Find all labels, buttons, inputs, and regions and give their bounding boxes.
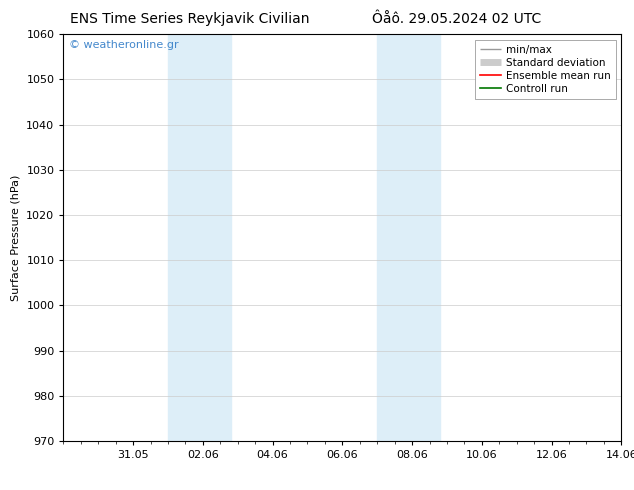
Bar bbox=[168, 34, 231, 441]
Y-axis label: Surface Pressure (hPa): Surface Pressure (hPa) bbox=[11, 174, 21, 301]
Text: ENS Time Series Reykjavik Civilian: ENS Time Series Reykjavik Civilian bbox=[70, 12, 310, 26]
Text: Ôåô. 29.05.2024 02 UTC: Ôåô. 29.05.2024 02 UTC bbox=[372, 12, 541, 26]
Legend: min/max, Standard deviation, Ensemble mean run, Controll run: min/max, Standard deviation, Ensemble me… bbox=[475, 40, 616, 99]
Bar bbox=[377, 34, 440, 441]
Text: © weatheronline.gr: © weatheronline.gr bbox=[69, 40, 179, 50]
